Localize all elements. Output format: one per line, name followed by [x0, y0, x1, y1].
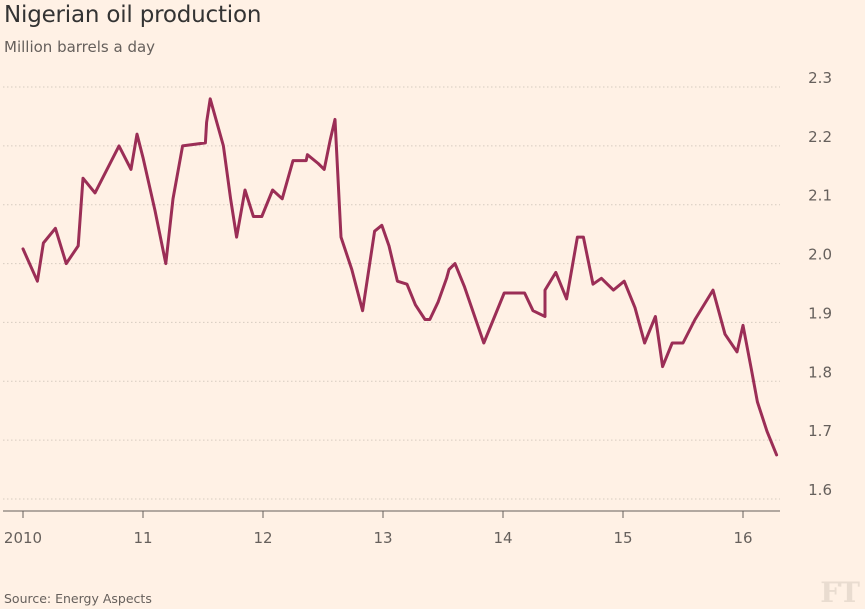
chart-title: Nigerian oil production [4, 2, 262, 28]
y-tick-label: 1.7 [808, 422, 832, 440]
x-tick-label: 14 [493, 529, 512, 547]
x-tick-label: 16 [733, 529, 752, 547]
source-note: Source: Energy Aspects [4, 591, 152, 606]
x-tick-label: 11 [133, 529, 152, 547]
y-tick-label: 1.8 [808, 363, 832, 381]
y-tick-label: 2.3 [808, 69, 832, 87]
series-line [21, 97, 779, 457]
x-tick-label: 13 [373, 529, 392, 547]
ft-logo: FT [820, 576, 860, 609]
y-tick-label: 2.0 [808, 246, 832, 264]
x-tick-label: 12 [253, 529, 272, 547]
x-tick-label: 2010 [4, 529, 42, 547]
chart-subtitle: Million barrels a day [4, 38, 156, 56]
y-tick-label: 2.1 [808, 187, 832, 205]
y-tick-label: 1.9 [808, 304, 832, 322]
y-tick-label: 2.2 [808, 128, 832, 146]
x-tick-label: 15 [613, 529, 632, 547]
y-tick-label: 1.6 [808, 481, 832, 499]
